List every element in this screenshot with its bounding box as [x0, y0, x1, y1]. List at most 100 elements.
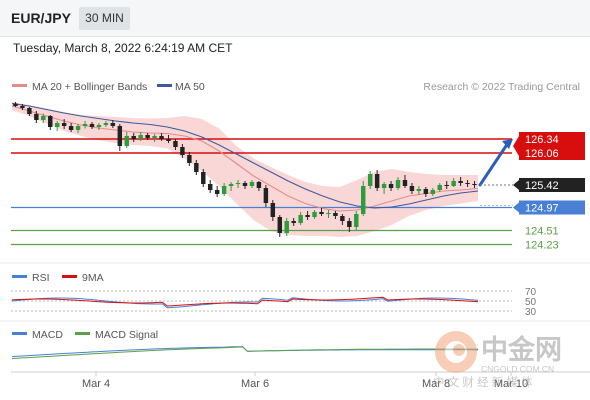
candle [124, 132, 129, 148]
candle [402, 175, 408, 188]
forecast-arrow [478, 139, 513, 206]
candle [228, 182, 234, 191]
candle-body [416, 189, 422, 191]
candle-body [242, 183, 248, 186]
candle [89, 122, 95, 129]
candle-body [207, 184, 213, 190]
candle [82, 121, 88, 129]
ma20-legend-swatch [12, 84, 27, 87]
candle [201, 169, 206, 187]
header-bar: EUR/JPY 30 MIN [0, 0, 590, 37]
candle-body [430, 190, 436, 194]
candle-body [409, 186, 415, 191]
candle [138, 132, 143, 141]
candle [75, 124, 81, 133]
candle-body [68, 126, 74, 130]
candle-body [96, 125, 102, 127]
candle [374, 170, 380, 191]
candle-body [465, 183, 470, 184]
candle-body [48, 116, 53, 127]
candle-body [103, 123, 109, 125]
candle [159, 133, 164, 141]
resistance-label-box [519, 132, 585, 160]
candle [96, 123, 102, 130]
candle-body [117, 126, 123, 146]
candle-body [423, 189, 429, 194]
level-label-126-34: 126.34 [525, 134, 559, 146]
timeframe-button[interactable]: 30 MIN [79, 7, 130, 30]
ma50-line [11, 102, 479, 209]
candle [242, 181, 248, 189]
candle [437, 183, 442, 192]
x-tick-label: Mar 10 [494, 378, 528, 390]
candle-body [235, 183, 241, 184]
candle-body [173, 141, 178, 147]
candle [131, 133, 136, 142]
watermark: 中金网 CNGOLD.COM.CN 中 文 财 经 新 媒 体 [433, 331, 562, 389]
candle-body [472, 184, 477, 185]
candle [110, 120, 116, 128]
candle [458, 177, 463, 186]
ma20-legend-label: MA 20 + Bollinger Bands [32, 81, 147, 93]
candle [103, 121, 109, 127]
candle [354, 211, 359, 230]
candle-body [214, 190, 220, 194]
level-label-125-42-box [519, 178, 585, 192]
rsi-tick-50: 50 [525, 297, 537, 308]
candle [430, 188, 436, 196]
candle-body [312, 212, 317, 217]
candle-body [54, 123, 60, 127]
x-axis: Mar 4 Mar 6 Mar 8 Mar 10 [82, 372, 528, 390]
macd-line [11, 346, 478, 358]
macd-signal-legend-swatch [75, 332, 90, 335]
level-label-124-23: 124.23 [525, 240, 559, 252]
candle [465, 180, 470, 187]
candle-body [159, 136, 164, 139]
x-tick-label: Mar 6 [241, 378, 269, 390]
candlesticks [13, 102, 477, 237]
candle [173, 139, 178, 150]
candle [305, 211, 310, 220]
candle [214, 186, 220, 197]
candle-body [201, 172, 206, 184]
candle [298, 212, 303, 225]
rsi-tick-30: 30 [525, 307, 537, 318]
candle-body [249, 182, 255, 186]
candle-body [361, 186, 366, 214]
level-label-126-06: 126.06 [525, 148, 559, 160]
candle [166, 135, 171, 143]
candle [20, 104, 25, 110]
watermark-tagline: 中 文 财 经 新 媒 体 [433, 375, 533, 389]
candle [444, 181, 449, 189]
rsi-legend-label: RSI [32, 272, 50, 284]
candle-body [270, 203, 276, 217]
candle-body [451, 181, 456, 186]
candle [117, 124, 123, 151]
candle [270, 200, 276, 221]
candle [361, 181, 366, 216]
candle [48, 115, 53, 130]
candle-body [305, 215, 310, 217]
ma50-legend-swatch [157, 84, 172, 87]
candle-body [152, 136, 157, 138]
rsi-tick-70: 70 [525, 287, 537, 298]
watermark-logo-dot [453, 344, 465, 356]
candle [340, 214, 345, 225]
rsi-ma-legend-label: 9MA [82, 272, 104, 284]
candle-body [131, 136, 136, 139]
candle [68, 123, 74, 132]
candle-body [354, 214, 359, 227]
candle-body [458, 181, 463, 183]
level-labels: 126.34 126.06 125.42 124.97 124.51 124.23 [513, 132, 585, 252]
candle [221, 183, 227, 196]
watermark-brand: 中金网 [481, 334, 562, 365]
ma20-line [11, 105, 479, 212]
level-label-124-97: 124.97 [525, 203, 559, 215]
candle [41, 113, 46, 123]
candle-body [395, 180, 401, 188]
candle [409, 183, 415, 194]
candle-body [221, 186, 227, 194]
x-tick-label: Mar 8 [422, 378, 450, 390]
candle-body [228, 184, 234, 186]
candle [472, 181, 477, 188]
